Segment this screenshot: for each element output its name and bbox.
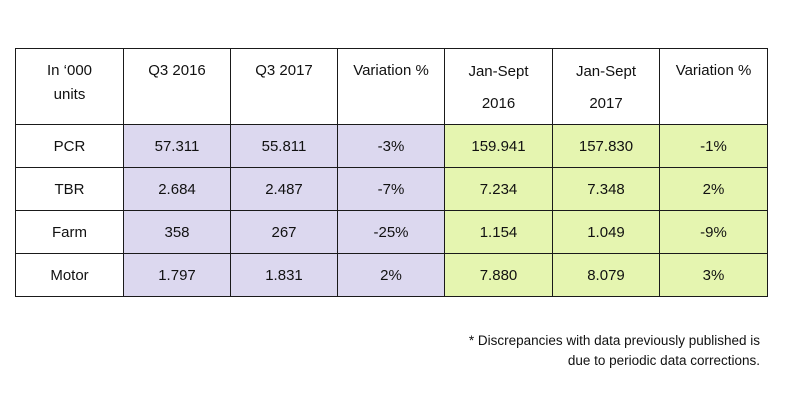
header-quarter-variation: Variation % — [337, 48, 445, 125]
table-cell: 3% — [659, 253, 768, 297]
table-cell: 2% — [337, 253, 445, 297]
table-cell: 8.079 — [552, 253, 660, 297]
header-q3-2017: Q3 2017 — [230, 48, 338, 125]
row-label-tbr: TBR — [15, 167, 124, 211]
table-cell: 7.348 — [552, 167, 660, 211]
table-cell: 1.154 — [444, 210, 553, 254]
table-row: Motor 1.797 1.831 2% 7.880 8.079 3% — [15, 253, 768, 297]
header-ytd-2016-line-1: Jan-Sept — [468, 63, 529, 80]
table-cell: -1% — [659, 124, 768, 168]
footnote: * Discrepancies with data previously pub… — [469, 331, 760, 371]
table-cell: -9% — [659, 210, 768, 254]
row-label-motor: Motor — [15, 253, 124, 297]
header-units-line-2: units — [53, 86, 86, 103]
header-ytd-2016-line-2: 2016 — [481, 95, 516, 112]
table-cell: -3% — [337, 124, 445, 168]
table-cell: 1.797 — [123, 253, 231, 297]
header-q3-2016-label: Q3 2016 — [148, 62, 206, 79]
header-quarter-variation-label: Variation % — [353, 62, 429, 79]
header-ytd-2017-line-2: 2017 — [589, 95, 623, 112]
table-cell: -25% — [337, 210, 445, 254]
header-row: In ‘000 units Q3 2016 Q3 2017 Variation … — [15, 48, 768, 125]
table-cell: 55.811 — [230, 124, 338, 168]
footnote-line-2: due to periodic data corrections. — [567, 353, 760, 368]
row-label-farm: Farm — [15, 210, 124, 254]
header-ytd-variation-label: Variation % — [675, 62, 752, 79]
row-label-pcr: PCR — [15, 124, 124, 168]
header-q3-2017-label: Q3 2017 — [255, 62, 313, 79]
header-ytd-2017-line-1: Jan-Sept — [575, 63, 637, 80]
table-row: PCR 57.311 55.811 -3% 159.941 157.830 -1… — [15, 124, 768, 168]
sales-table: In ‘000 units Q3 2016 Q3 2017 Variation … — [15, 48, 768, 297]
footnote-line-1: * Discrepancies with data previously pub… — [468, 333, 760, 348]
table-cell: 2.487 — [230, 167, 338, 211]
header-units-line-1: In ‘000 — [46, 62, 93, 79]
header-units: In ‘000 units — [15, 48, 124, 125]
header-ytd-2016: Jan-Sept 2016 — [444, 48, 553, 125]
table-cell: 7.234 — [444, 167, 553, 211]
header-ytd-2017: Jan-Sept 2017 — [552, 48, 660, 125]
header-q3-2016: Q3 2016 — [123, 48, 231, 125]
table-cell: 1.831 — [230, 253, 338, 297]
table-cell: 358 — [123, 210, 231, 254]
table-row: Farm 358 267 -25% 1.154 1.049 -9% — [15, 210, 768, 254]
table-cell: 267 — [230, 210, 338, 254]
table-row: TBR 2.684 2.487 -7% 7.234 7.348 2% — [15, 167, 768, 211]
table-cell: -7% — [337, 167, 445, 211]
table-cell: 2.684 — [123, 167, 231, 211]
table-cell: 7.880 — [444, 253, 553, 297]
table-cell: 157.830 — [552, 124, 660, 168]
table-cell: 2% — [659, 167, 768, 211]
header-ytd-variation: Variation % — [659, 48, 768, 125]
table-cell: 57.311 — [123, 124, 231, 168]
table-cell: 1.049 — [552, 210, 660, 254]
table-cell: 159.941 — [444, 124, 553, 168]
